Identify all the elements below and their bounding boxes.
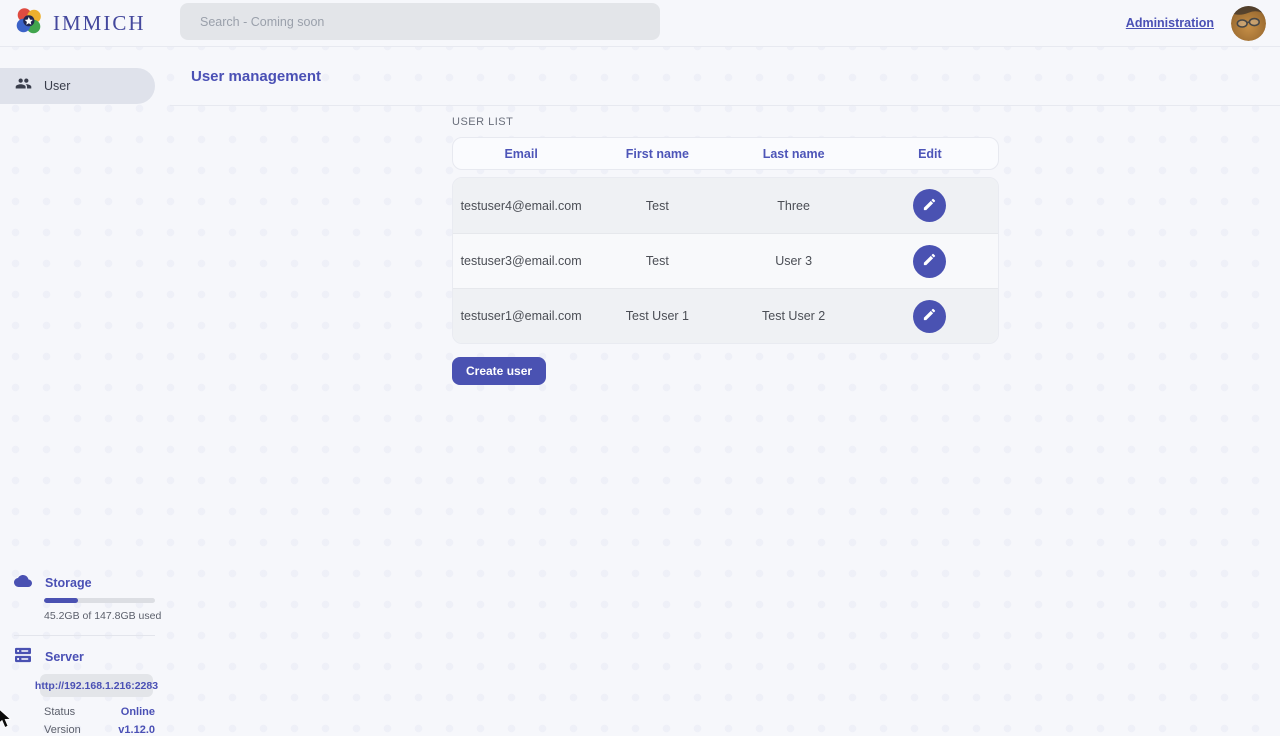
table-header-row: Email First name Last name Edit bbox=[452, 137, 999, 170]
brand-name: IMMICH bbox=[53, 10, 146, 35]
version-label: Version bbox=[44, 724, 81, 736]
edit-user-button[interactable] bbox=[913, 244, 947, 278]
immich-flower-icon bbox=[14, 6, 44, 41]
cell-last-name: User 3 bbox=[775, 254, 813, 268]
pencil-icon bbox=[922, 197, 937, 215]
mouse-cursor bbox=[0, 707, 13, 734]
edit-user-button[interactable] bbox=[913, 299, 947, 333]
cloud-icon bbox=[14, 572, 32, 595]
cell-first-name: Test User 1 bbox=[625, 309, 689, 323]
sidebar-divider bbox=[14, 635, 155, 636]
cell-email: testuser3@email.com bbox=[460, 254, 582, 268]
column-header: Last name bbox=[762, 146, 825, 161]
cell-email: testuser4@email.com bbox=[460, 198, 582, 213]
table-row: testuser4@email.com Test Three bbox=[453, 178, 998, 233]
cell-first-name: Test bbox=[645, 254, 669, 268]
table-row: testuser1@email.com Test User 1 Test User … bbox=[453, 288, 998, 343]
page-title-bar: User management bbox=[170, 47, 1280, 106]
server-icon bbox=[14, 647, 32, 668]
immich-logo[interactable]: IMMICH bbox=[0, 6, 146, 41]
version-value: v1.12.0 bbox=[118, 724, 155, 736]
table-body: testuser4@email.com Test Three testuser3@em… bbox=[452, 177, 999, 344]
status-label: Status bbox=[44, 706, 76, 718]
server-version-row: Version v1.12.0 bbox=[44, 724, 155, 736]
status-value: Online bbox=[120, 706, 155, 718]
cell-email: testuser1@email.com bbox=[460, 309, 582, 323]
pencil-icon bbox=[922, 252, 937, 270]
cell-last-name: Three bbox=[777, 198, 810, 213]
administration-link[interactable]: Administration bbox=[1125, 16, 1214, 30]
table-row: testuser3@email.com Test User 3 bbox=[453, 233, 998, 288]
search-input[interactable] bbox=[180, 3, 660, 40]
server-url-badge: http://192.168.1.216:2283 bbox=[35, 674, 158, 697]
column-header: Edit bbox=[918, 146, 942, 161]
cell-edit bbox=[862, 299, 998, 333]
sidebar-item-user-label: User bbox=[44, 79, 71, 93]
column-header: Email bbox=[504, 146, 538, 161]
user-avatar[interactable] bbox=[1231, 5, 1266, 41]
column-header: First name bbox=[625, 146, 689, 161]
storage-progress-fill bbox=[44, 598, 78, 603]
storage-progress-bar bbox=[44, 598, 155, 603]
cell-first-name: Test bbox=[645, 198, 669, 213]
top-navbar: IMMICH Administration bbox=[0, 0, 1280, 47]
users-icon bbox=[15, 75, 32, 97]
edit-user-button[interactable] bbox=[913, 189, 947, 222]
server-status-row: Status Online bbox=[44, 706, 155, 718]
sidebar-item-user[interactable]: User bbox=[0, 68, 155, 104]
section-title: USER LIST bbox=[452, 116, 514, 128]
cell-edit bbox=[862, 189, 998, 222]
storage-title: Storage bbox=[45, 576, 92, 590]
user-list-section: USER LIST Email First name Last name Edit t… bbox=[452, 116, 999, 385]
cell-last-name: Test User 2 bbox=[762, 309, 826, 323]
sidebar: User Storage 45.2GB of 147.8GB used bbox=[0, 47, 170, 736]
pencil-icon bbox=[922, 307, 937, 325]
server-title: Server bbox=[45, 650, 84, 664]
page-title: User management bbox=[191, 67, 322, 85]
sidebar-status-panel: Storage 45.2GB of 147.8GB used Server ht… bbox=[0, 572, 170, 736]
cell-edit bbox=[862, 244, 998, 278]
storage-usage-text: 45.2GB of 147.8GB used bbox=[44, 610, 162, 622]
create-user-button[interactable]: Create user bbox=[452, 357, 547, 385]
